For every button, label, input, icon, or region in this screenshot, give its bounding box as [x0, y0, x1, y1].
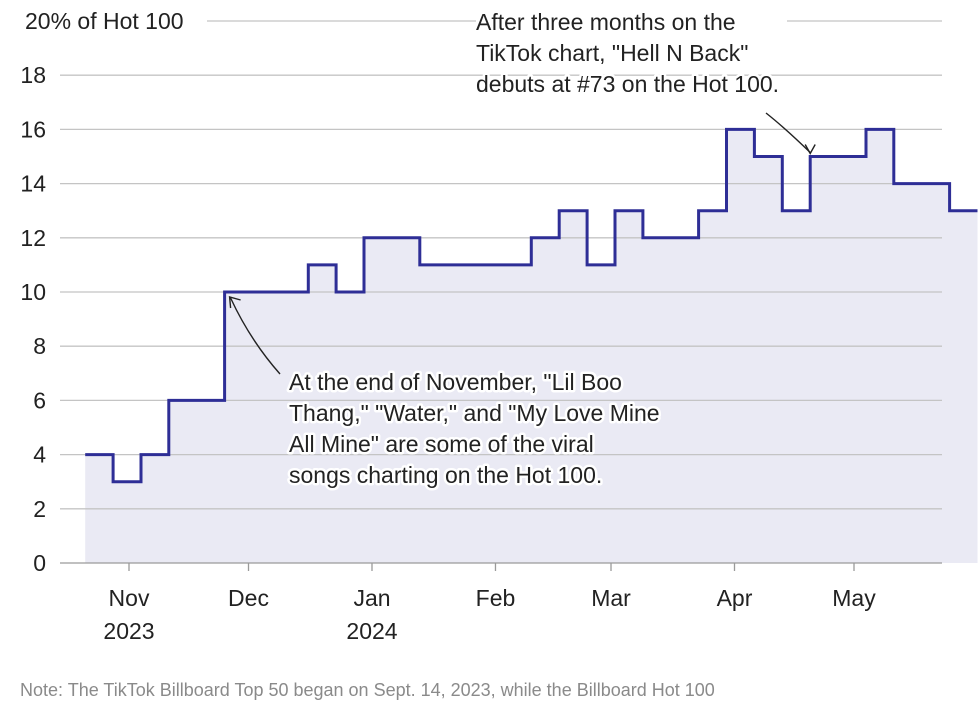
x-tick-label: May — [832, 585, 876, 611]
y-tick-label: 4 — [33, 442, 46, 468]
x-tick-label: Mar — [591, 585, 631, 611]
x-tick-label: Dec — [228, 585, 269, 611]
series-step-line — [85, 127, 978, 484]
x-tick-label: Nov — [109, 585, 150, 611]
y-tick-label: 0 — [33, 550, 46, 576]
x-tick-label: Jan — [353, 585, 390, 611]
x-tick-label: Apr — [717, 585, 753, 611]
annotation-text-november: All Mine" are some of the viral — [289, 431, 594, 457]
chart: 0 2 4 6 8 10 12 14 16 18 20% of Hot 100 Nov 2023 Dec J… — [20, 7, 978, 644]
y-tick-label: 2 — [33, 496, 46, 522]
annotation-text-hell-n-back: debuts at #73 on the Hot 100. — [476, 71, 779, 97]
annotation-arrow-november — [229, 297, 281, 375]
annotation-text-november: songs charting on the Hot 100. — [289, 462, 602, 488]
x-tick-label: Feb — [476, 585, 516, 611]
y-tick-label: 18 — [20, 62, 46, 88]
y-tick-label: 16 — [20, 116, 46, 142]
x-tick-year-label: 2024 — [346, 618, 397, 644]
x-tick-year-label: 2023 — [103, 618, 154, 644]
y-tick-label: 8 — [33, 333, 46, 359]
annotation-text-november: At the end of November, "Lil Boo — [289, 369, 622, 395]
y-tick-label-top: 20% of Hot 100 — [25, 8, 184, 34]
annotation-arrow-hell-n-back — [765, 112, 811, 154]
annotation-arrowhead-november — [228, 296, 241, 309]
annotation-text-hell-n-back: TikTok chart, "Hell N Back" — [476, 40, 748, 66]
y-tick-label: 14 — [20, 171, 46, 197]
y-tick-label: 6 — [33, 387, 46, 413]
annotation-text-november: Thang," "Water," and "My Love Mine — [289, 400, 660, 426]
annotation-text-hell-n-back: After three months on the — [476, 9, 736, 35]
chart-note: Note: The TikTok Billboard Top 50 began … — [20, 680, 715, 700]
y-tick-label: 10 — [20, 279, 46, 305]
annotation-arrowhead-hell-n-back — [804, 144, 816, 155]
y-tick-label: 12 — [20, 225, 46, 251]
